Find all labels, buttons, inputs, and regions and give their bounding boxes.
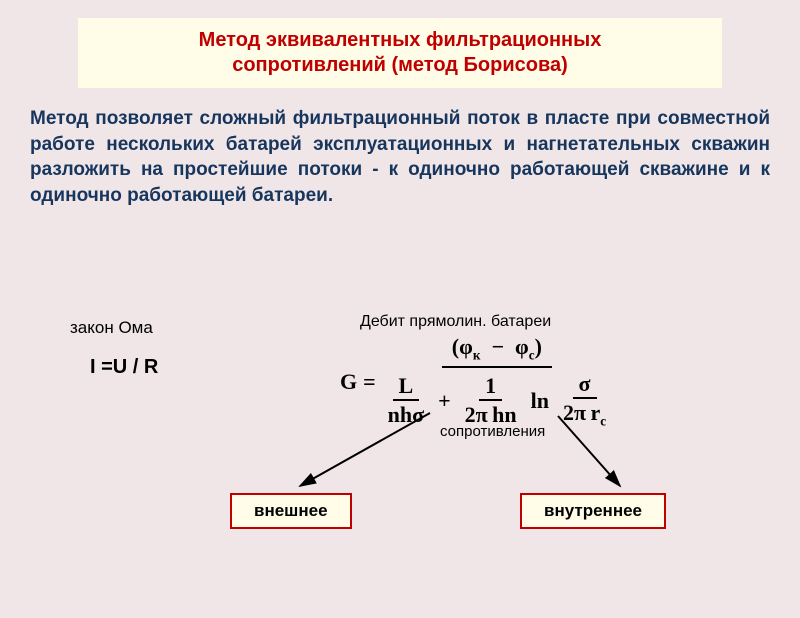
term2: 1 2π hn — [459, 374, 523, 426]
ohm-label: закон Ома — [70, 318, 158, 338]
phi-k: φ — [459, 334, 473, 359]
t1-num: L — [393, 374, 420, 401]
outer-resistance-box: внешнее — [230, 493, 352, 529]
main-fraction: (φк − φс) L nhσ + 1 2π hn ln σ 2π rc — [382, 335, 612, 429]
main-paragraph: Метод позволяет сложный фильтрационный п… — [30, 106, 770, 209]
ohm-block: закон Ома I =U / R — [70, 318, 158, 379]
debit-block: Дебит прямолин. батареи G = (φк − φс) L … — [340, 313, 720, 429]
title-line1: Метод эквивалентных фильтрационных — [90, 28, 710, 53]
phi-c-sub: с — [529, 347, 535, 362]
numerator: (φк − φс) — [442, 335, 552, 368]
phi-k-sub: к — [473, 347, 481, 362]
term3: σ 2π rc — [557, 372, 612, 428]
t3-sub: c — [600, 414, 606, 429]
term1: L nhσ — [382, 374, 430, 426]
t3-pre: 2π — [563, 400, 586, 425]
debit-formula: G = (φк − φс) L nhσ + 1 2π hn ln — [340, 335, 720, 429]
plus-sign: + — [438, 389, 451, 412]
t3-den: 2π rc — [557, 399, 612, 428]
resistance-label: сопротивления — [440, 423, 545, 440]
ln: ln — [531, 389, 549, 412]
t3-post: r — [590, 400, 600, 425]
denominator: L nhσ + 1 2π hn ln σ 2π rc — [382, 368, 612, 428]
t3-num: σ — [573, 372, 597, 399]
inner-resistance-box: внутреннее — [520, 493, 666, 529]
formula-lhs: G — [340, 369, 357, 395]
t2-num: 1 — [479, 374, 502, 401]
t1-den: nhσ — [382, 401, 430, 426]
title-box: Метод эквивалентных фильтрационных сопро… — [78, 18, 722, 88]
equals-sign: = — [363, 369, 376, 395]
debit-label: Дебит прямолин. батареи — [360, 313, 720, 331]
phi-c: φ — [515, 334, 529, 359]
title-line2: сопротивлений (метод Борисова) — [90, 53, 710, 78]
ohm-formula: I =U / R — [90, 356, 158, 379]
